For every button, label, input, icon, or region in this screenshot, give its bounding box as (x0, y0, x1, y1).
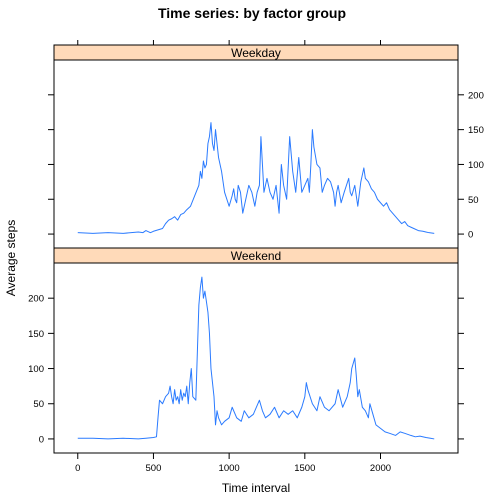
x-tick-label: 1000 (219, 463, 240, 474)
y-tick-label: 100 (28, 364, 44, 375)
strip-label-weekday: Weekday (231, 46, 281, 60)
panel-weekday: Weekday 0 50 100 150 200 (48, 40, 484, 249)
chart-title: Time series: by factor group (158, 5, 346, 21)
y-tick-label: 0 (39, 434, 44, 445)
series-line-weekday (77, 122, 435, 234)
x-tick-label: 2000 (370, 463, 391, 474)
x-axis-label: Time interval (222, 481, 290, 495)
y-tick-label: 200 (28, 294, 44, 305)
x-tick-label: 0 (75, 463, 80, 474)
y-tick-label: 150 (28, 329, 44, 340)
y-tick-label: 100 (468, 160, 484, 171)
y-axis-label: Average steps (4, 220, 18, 297)
plot-frame-weekend (53, 262, 459, 454)
x-tick-label: 500 (146, 463, 162, 474)
y-tick-label: 0 (468, 230, 473, 241)
y-tick-label: 50 (468, 195, 479, 206)
strip-label-weekend: Weekend (231, 249, 281, 263)
x-tick-label: 1500 (294, 463, 315, 474)
y-tick-label: 50 (33, 399, 44, 410)
plot-frame-weekday (53, 59, 459, 249)
y-tick-label: 150 (468, 125, 484, 136)
series-line-weekend (77, 276, 435, 440)
y-tick-label: 200 (468, 90, 484, 101)
